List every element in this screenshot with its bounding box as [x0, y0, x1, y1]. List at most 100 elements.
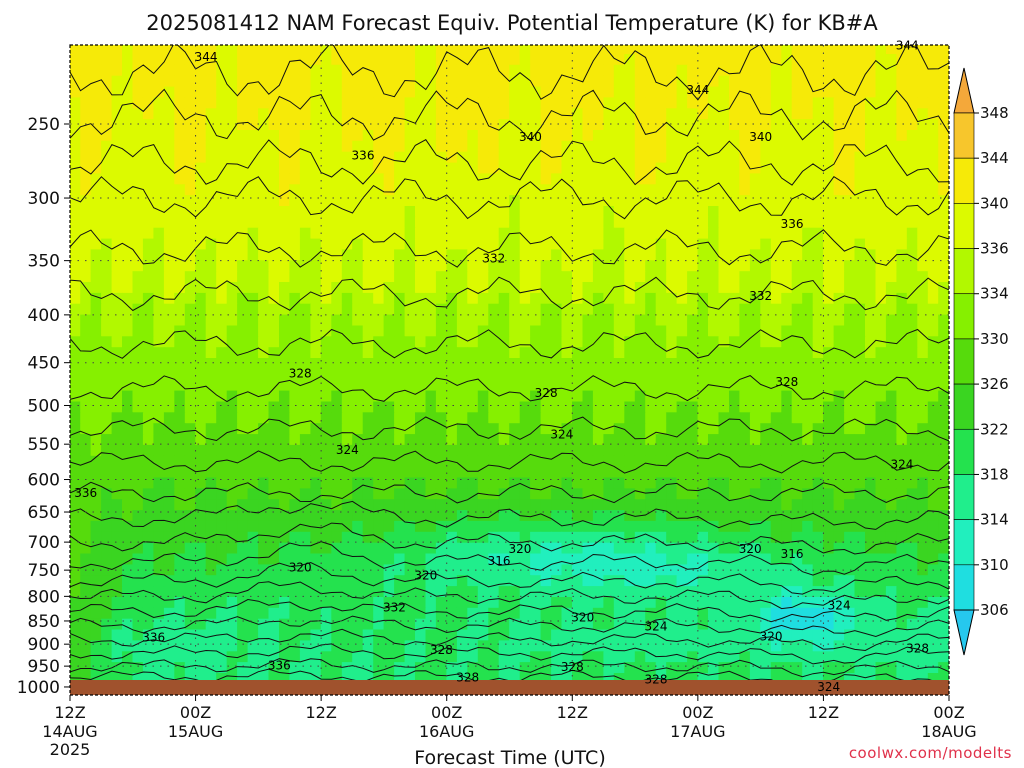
heat-cell — [498, 336, 510, 348]
heat-cell — [331, 140, 343, 153]
heat-cell — [247, 86, 259, 99]
heat-cell — [781, 206, 793, 218]
heat-cell — [446, 553, 458, 565]
heat-cell — [760, 249, 772, 261]
heat-cell — [509, 368, 521, 381]
heat-cell — [310, 54, 322, 66]
heat-cell — [477, 520, 489, 533]
heat-cell — [352, 531, 364, 544]
heat-cell — [519, 531, 531, 544]
heat-cell — [320, 510, 332, 522]
heat-cell — [153, 45, 165, 55]
heat-cell — [394, 618, 406, 631]
heat-cell — [655, 434, 667, 446]
heat-cell — [383, 206, 395, 218]
heat-cell — [865, 531, 877, 544]
heat-cell — [174, 379, 186, 392]
heat-cell — [362, 618, 374, 631]
heat-cell — [885, 575, 897, 587]
heat-cell — [195, 173, 207, 185]
heat-cell — [216, 282, 228, 294]
heat-cell — [289, 119, 301, 131]
heat-cell — [697, 303, 709, 316]
heat-cell — [142, 444, 154, 457]
heat-cell — [666, 206, 678, 218]
heat-cell — [917, 97, 929, 109]
heat-cell — [153, 466, 165, 479]
heat-cell — [530, 434, 542, 446]
heat-cell — [122, 271, 134, 283]
heat-cell — [781, 282, 793, 294]
heat-cell — [101, 195, 113, 207]
heat-cell — [90, 86, 102, 99]
heat-cell — [80, 238, 92, 251]
heat-cell — [551, 314, 563, 327]
heat-cell — [132, 162, 144, 175]
heat-cell — [373, 434, 385, 446]
heat-cell — [216, 640, 228, 652]
heat-cell — [927, 184, 939, 196]
heat-cell — [802, 662, 814, 674]
heat-cell — [749, 662, 761, 674]
heat-cell — [195, 379, 207, 392]
heat-cell — [582, 97, 594, 109]
heat-cell — [906, 282, 918, 294]
heat-cell — [592, 510, 604, 522]
heat-cell — [467, 597, 479, 609]
heat-cell — [645, 303, 657, 316]
heat-cell — [289, 195, 301, 207]
heat-cell — [812, 325, 824, 337]
heat-cell — [467, 510, 479, 522]
heat-cell — [111, 640, 123, 652]
heat-cell — [404, 303, 416, 316]
heat-cell — [70, 336, 81, 348]
heat-cell — [184, 455, 196, 468]
heat-cell — [90, 227, 102, 240]
heat-cell — [310, 45, 322, 55]
heat-cell — [582, 488, 594, 500]
heat-cell — [237, 54, 249, 66]
heat-cell — [592, 368, 604, 381]
heat-cell — [582, 173, 594, 185]
heat-cell — [258, 162, 270, 175]
heat-cell — [854, 173, 866, 185]
heat-cell — [226, 553, 238, 565]
heat-cell — [603, 64, 615, 77]
heat-cell — [425, 607, 437, 620]
heat-cell — [551, 466, 563, 479]
heat-cell — [258, 390, 270, 403]
heat-cell — [446, 282, 458, 294]
heat-cell — [708, 151, 720, 164]
heat-cell — [729, 325, 741, 337]
heat-cell — [195, 673, 207, 680]
heat-cell — [216, 292, 228, 305]
heat-cell — [551, 434, 563, 446]
heat-cell — [299, 520, 311, 533]
heat-cell — [718, 314, 730, 327]
heat-cell — [865, 206, 877, 218]
heat-cell — [226, 510, 238, 522]
heat-cell — [153, 553, 165, 565]
heat-cell — [718, 368, 730, 381]
heat-cell — [896, 673, 908, 680]
heat-cell — [708, 390, 720, 403]
heat-cell — [854, 206, 866, 218]
heat-cell — [760, 45, 772, 55]
heat-cell — [906, 271, 918, 283]
heat-cell — [111, 249, 123, 261]
heat-cell — [163, 607, 175, 620]
heat-cell — [132, 75, 144, 88]
heat-cell — [477, 477, 489, 489]
heat-cell — [132, 455, 144, 468]
heat-cell — [509, 586, 521, 598]
heat-cell — [697, 162, 709, 175]
heat-cell — [906, 390, 918, 403]
heat-cell — [195, 444, 207, 457]
heat-cell — [341, 575, 353, 587]
heat-cell — [132, 184, 144, 196]
heat-cell — [624, 227, 636, 240]
heat-cell — [749, 564, 761, 576]
heat-cell — [362, 119, 374, 131]
heat-cell — [718, 651, 730, 663]
heat-cell — [729, 151, 741, 164]
